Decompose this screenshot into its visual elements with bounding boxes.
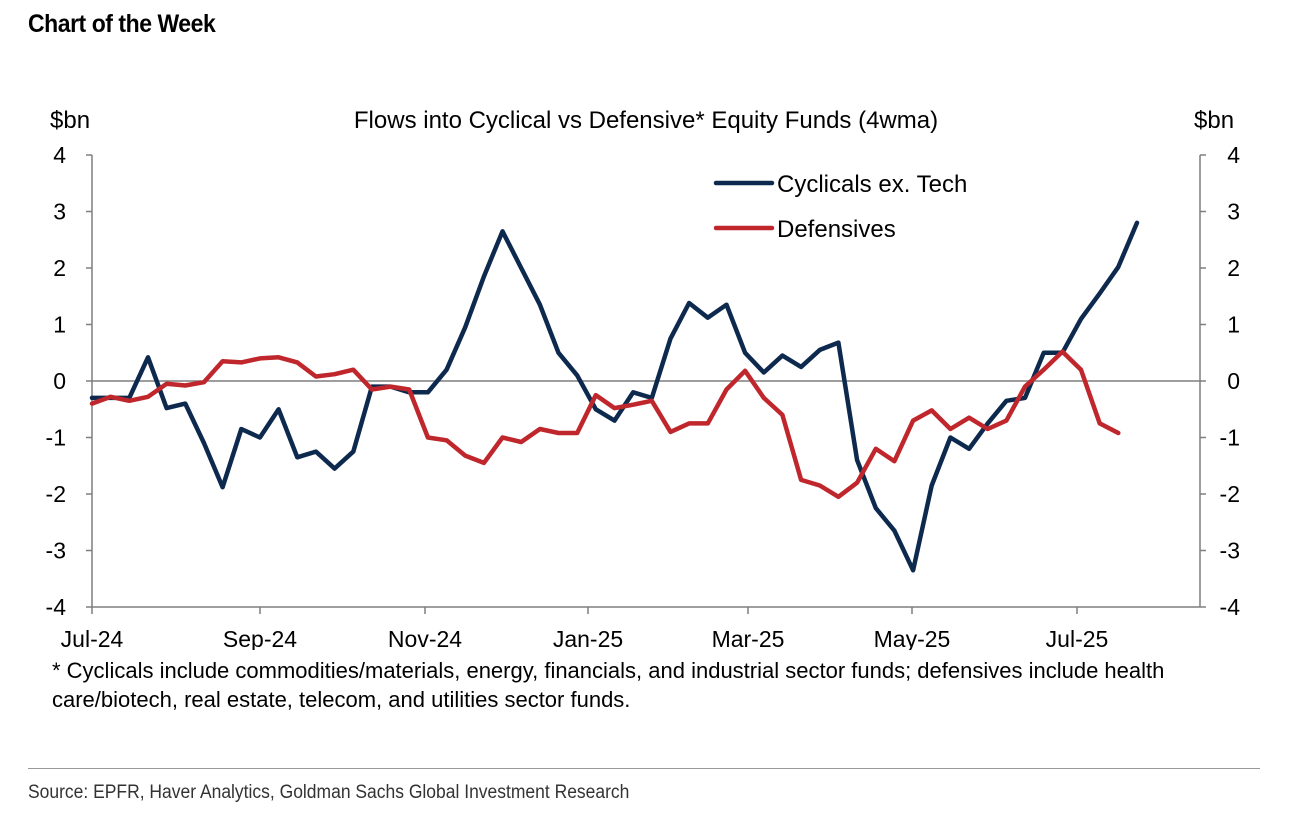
y-tick-label-right: 4	[1227, 142, 1240, 168]
y-tick-label-right: -3	[1220, 538, 1240, 564]
legend-label: Cyclicals ex. Tech	[777, 171, 967, 198]
y-axis-label-left: $bn	[50, 107, 90, 134]
x-tick-label: Sep-24	[223, 626, 297, 650]
legend-label: Defensives	[777, 216, 896, 243]
y-tick-label-left: -2	[46, 481, 66, 507]
x-tick-label: Jul-25	[1046, 626, 1109, 650]
y-axis-label-right: $bn	[1194, 107, 1234, 134]
chart-footnote: * Cyclicals include commodities/material…	[52, 658, 1165, 712]
series-line-cyclicals	[89, 220, 1140, 573]
y-tick-label-left: 2	[53, 255, 66, 281]
y-tick-label-left: 1	[53, 312, 66, 338]
x-tick-label: May-25	[874, 626, 951, 650]
y-tick-label-right: 1	[1227, 312, 1240, 338]
y-tick-label-left: -3	[46, 538, 66, 564]
x-tick-label: Jul-24	[61, 626, 124, 650]
chart-title: Flows into Cyclical vs Defensive* Equity…	[354, 107, 938, 134]
y-tick-label-right: -4	[1220, 594, 1241, 620]
y-tick-label-left: 0	[53, 368, 66, 394]
y-tick-label-left: 3	[53, 199, 66, 225]
y-tick-label-right: 3	[1227, 199, 1240, 225]
y-tick-label-right: -2	[1220, 481, 1240, 507]
page-header-title: Chart of the Week	[28, 10, 216, 38]
x-tick-label: Jan-25	[553, 626, 623, 650]
x-tick-label: Nov-24	[388, 626, 462, 650]
line-chart: Flows into Cyclical vs Defensive* Equity…	[46, 107, 1241, 650]
y-tick-label-right: 0	[1227, 368, 1240, 394]
y-tick-label-left: -4	[46, 594, 67, 620]
source-note: Source: EPFR, Haver Analytics, Goldman S…	[28, 782, 630, 803]
y-tick-label-right: -1	[1220, 425, 1240, 451]
chart-legend: Cyclicals ex. Tech Defensives	[713, 171, 967, 243]
x-tick-label: Mar-25	[712, 626, 785, 650]
y-tick-label-right: 2	[1227, 255, 1240, 281]
y-tick-label-left: 4	[53, 142, 66, 168]
chart-series	[89, 220, 1140, 573]
series-line-defensives	[89, 349, 1121, 500]
chart-axes: 4 4 3 3 2 2 1 1 0 0 -1 -1 -2 -2 -3 -3 -4 -4 Jul-24 Sep-24 No…	[46, 142, 1241, 650]
y-tick-label-left: -1	[46, 425, 66, 451]
divider	[28, 768, 1260, 769]
